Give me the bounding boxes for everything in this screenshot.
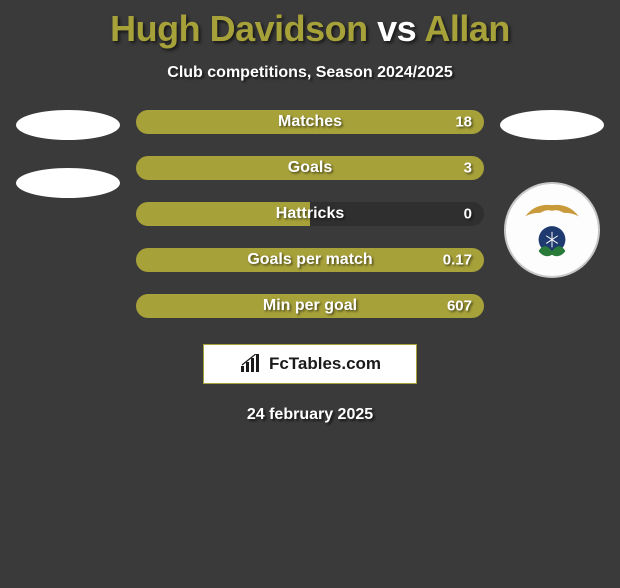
stat-label: Min per goal xyxy=(263,297,357,315)
brand-box[interactable]: FcTables.com xyxy=(203,344,417,384)
oval-white-1 xyxy=(16,110,120,140)
brand-text: FcTables.com xyxy=(269,354,381,374)
stats-bars: Matches 18 Goals 3 Hattricks 0 Goals per match… xyxy=(136,110,484,318)
date-line: 24 february 2025 xyxy=(0,406,620,424)
stat-bar-hattricks: Hattricks 0 xyxy=(136,202,484,226)
stat-bar-min-per-goal: Min per goal 607 xyxy=(136,294,484,318)
stat-label: Goals xyxy=(288,159,332,177)
stat-value-right: 0.17 xyxy=(443,252,472,269)
left-column xyxy=(14,110,122,198)
stat-label: Hattricks xyxy=(276,205,344,223)
stat-value-right: 607 xyxy=(447,298,472,315)
crest-icon xyxy=(506,182,598,278)
vs-separator: vs xyxy=(368,8,425,49)
content-row: Matches 18 Goals 3 Hattricks 0 Goals per match… xyxy=(0,110,620,318)
stat-label: Matches xyxy=(278,113,342,131)
stat-value-right: 18 xyxy=(455,114,472,131)
subtitle: Club competitions, Season 2024/2025 xyxy=(0,64,620,82)
bar-chart-icon xyxy=(239,354,263,374)
club-crest xyxy=(504,182,600,278)
player2-name: Allan xyxy=(424,8,510,49)
right-column xyxy=(498,110,606,278)
stat-value-right: 3 xyxy=(464,160,472,177)
stat-label: Goals per match xyxy=(247,251,372,269)
page-title: Hugh Davidson vs Allan xyxy=(0,8,620,50)
stat-value-right: 0 xyxy=(464,206,472,223)
stat-bar-goals: Goals 3 xyxy=(136,156,484,180)
stat-bar-matches: Matches 18 xyxy=(136,110,484,134)
player1-name: Hugh Davidson xyxy=(110,8,368,49)
stat-bar-goals-per-match: Goals per match 0.17 xyxy=(136,248,484,272)
oval-white-3 xyxy=(500,110,604,140)
oval-white-2 xyxy=(16,168,120,198)
